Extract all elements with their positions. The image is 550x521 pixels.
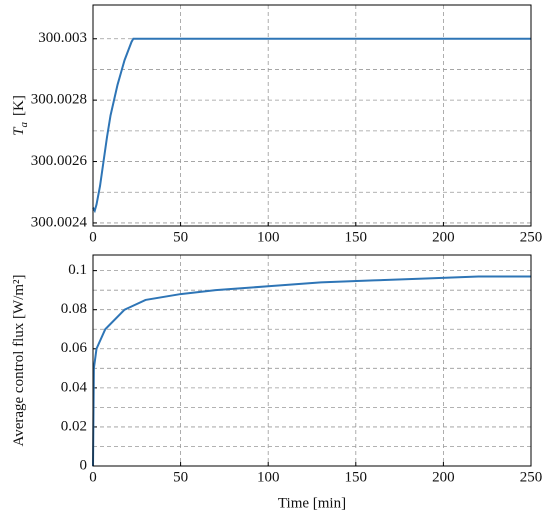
plot-frame <box>92 254 532 467</box>
data-line <box>92 275 531 467</box>
y-tick-label: 300.0028 <box>31 92 87 108</box>
y-label-symbol: Average control flux [W/m²] <box>11 274 27 446</box>
x-tick-label: 250 <box>520 469 543 485</box>
x-tick-label: 200 <box>432 469 455 485</box>
x-tick-label: 100 <box>257 229 280 245</box>
y-label-unit: [K] <box>11 95 27 116</box>
y-axis-label: Ta [K] <box>11 95 29 136</box>
y-tick-label: 0 <box>80 457 88 473</box>
y-tick-label: 0.1 <box>68 262 87 278</box>
plot-frame <box>92 4 532 227</box>
x-tick-label: 250 <box>520 229 543 245</box>
y-label-symbol: T <box>11 126 27 136</box>
x-tick-label: 50 <box>173 469 188 485</box>
data-line <box>92 37 531 214</box>
y-tick-label: 0.06 <box>61 340 88 356</box>
y-tick-label: 0.02 <box>61 418 87 434</box>
x-tick-label: 0 <box>89 229 97 245</box>
y-tick-label: 300.0024 <box>31 214 88 230</box>
x-tick-label: 100 <box>257 469 280 485</box>
y-tick-label: 0.08 <box>61 301 87 317</box>
y-label-subscript: a <box>18 121 30 127</box>
y-tick-label: 300.0026 <box>31 153 88 169</box>
y-axis-label: Average control flux [W/m²] <box>11 274 27 446</box>
y-tick-label: 300.003 <box>38 30 87 46</box>
x-tick-label: 200 <box>432 229 455 245</box>
x-tick-label: 0 <box>89 469 97 485</box>
x-axis-label: Time [min] <box>278 495 346 511</box>
y-tick-label: 0.04 <box>61 379 88 395</box>
x-tick-label: 50 <box>173 229 188 245</box>
x-tick-label: 150 <box>345 229 368 245</box>
x-tick-label: 150 <box>345 469 368 485</box>
